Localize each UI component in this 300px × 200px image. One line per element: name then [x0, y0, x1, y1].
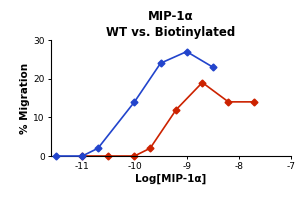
Title: MIP-1α
WT vs. Biotinylated: MIP-1α WT vs. Biotinylated	[106, 10, 236, 39]
X-axis label: Log[MIP-1α]: Log[MIP-1α]	[135, 174, 207, 184]
Y-axis label: % Migration: % Migration	[20, 62, 31, 134]
